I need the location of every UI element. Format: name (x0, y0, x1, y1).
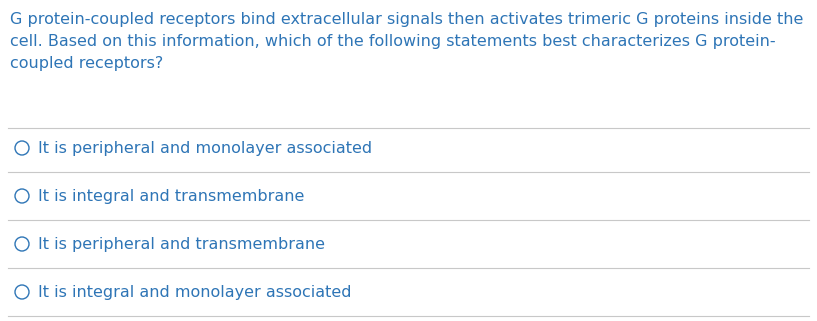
Text: It is peripheral and monolayer associated: It is peripheral and monolayer associate… (38, 141, 372, 155)
Text: It is peripheral and transmembrane: It is peripheral and transmembrane (38, 237, 325, 251)
Text: It is integral and transmembrane: It is integral and transmembrane (38, 188, 305, 204)
Text: It is integral and monolayer associated: It is integral and monolayer associated (38, 284, 351, 299)
Text: G protein-coupled receptors bind extracellular signals then activates trimeric G: G protein-coupled receptors bind extrace… (10, 12, 803, 71)
